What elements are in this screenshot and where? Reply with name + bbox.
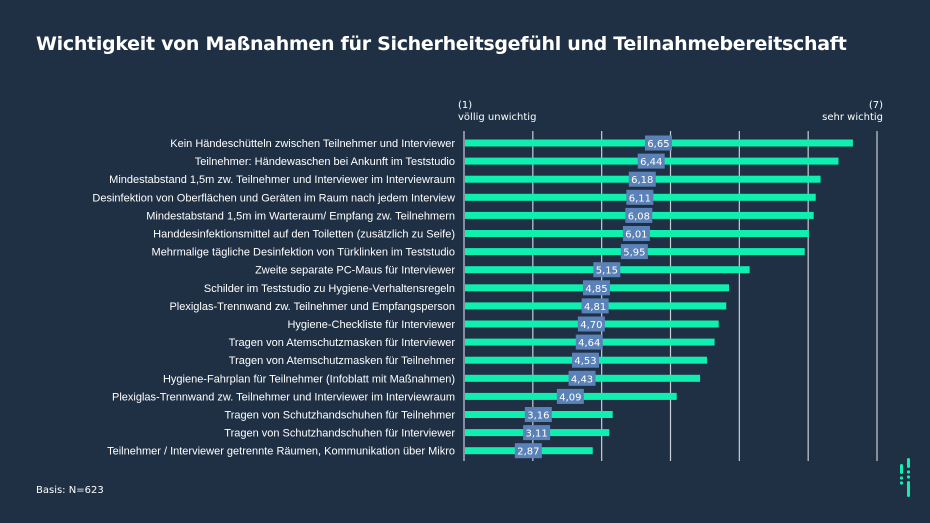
sample-base-note: Basis: N=623 — [36, 485, 104, 496]
value-label: 4,64 — [578, 338, 600, 349]
value-label: 5,15 — [596, 266, 618, 277]
value-label: 4,09 — [559, 392, 581, 403]
value-label: 3,16 — [527, 411, 549, 422]
value-label: 6,44 — [640, 157, 662, 168]
scale-max-label: (7) sehr wichtig — [822, 100, 883, 124]
value-label: 4,85 — [585, 284, 607, 295]
value-label-box — [577, 316, 605, 332]
value-label-box — [523, 425, 551, 441]
category-label: Handdesinfektionsmittel auf den Toilette… — [153, 229, 455, 241]
value-label: 4,70 — [580, 320, 602, 331]
value-label-box — [625, 207, 653, 223]
value-label-box — [524, 407, 552, 422]
value-label-box — [626, 189, 654, 205]
value-label: 4,81 — [584, 302, 606, 313]
value-label-box — [581, 298, 609, 314]
category-label: Schilder im Teststudio zu Hygiene-Verhal… — [204, 283, 455, 295]
value-label: 3,11 — [525, 429, 547, 440]
chart-title: Wichtigkeit von Maßnahmen für Sicherheit… — [36, 33, 847, 55]
category-label: Tragen von Atemschutzmasken für Intervie… — [229, 337, 456, 349]
scale-max-code: (7) — [868, 100, 883, 111]
bars — [465, 139, 853, 455]
gridlines — [463, 131, 878, 461]
value-label-box — [575, 334, 603, 350]
value-label: 2,87 — [517, 447, 539, 458]
scale-min-text: völlig unwichtig — [458, 112, 537, 123]
category-label: Desinfektion von Oberflächen und Geräten… — [92, 192, 455, 204]
value-label-box — [568, 370, 596, 386]
value-label-box — [514, 443, 542, 459]
value-label-box — [583, 280, 611, 296]
category-label: Tragen von Schutzhandschuhen für Intervi… — [224, 428, 455, 440]
category-label: Mindestabstand 1,5m im Warteraum/ Empfan… — [146, 210, 455, 222]
category-label: Zweite separate PC-Maus für Interviewer — [255, 265, 455, 277]
category-label: Plexiglas-Trennwand zw. Teilnehmer und E… — [169, 301, 455, 313]
value-label-box — [556, 388, 584, 404]
value-label-box — [571, 352, 599, 368]
value-label: 6,65 — [647, 139, 669, 150]
category-labels: Kein Händeschütteln zwischen Teilnehmer … — [92, 138, 455, 458]
value-label: 4,43 — [571, 374, 593, 385]
category-label: Teilnehmer: Händewaschen bei Ankunft im … — [195, 156, 455, 168]
category-label: Mehrmalige tägliche Desinfektion von Tür… — [152, 247, 455, 259]
value-label-box — [620, 244, 648, 260]
category-label: Hygiene-Checkliste für Interviewer — [287, 319, 455, 331]
category-label: Kein Händeschütteln zwischen Teilnehmer … — [170, 138, 455, 150]
value-label: 6,01 — [625, 230, 647, 241]
value-label: 6,11 — [629, 193, 651, 204]
category-label: Tragen von Atemschutzmasken für Teilnehm… — [229, 355, 456, 367]
category-label: Tragen von Schutzhandschuhen für Teilneh… — [224, 410, 455, 422]
value-labels: 6,65 6,44 6,18 6,11 6,08 6,01 5,95 5,15 4,85 4,81… — [514, 135, 672, 459]
scale-min-code: (1) — [458, 100, 473, 111]
value-label: 5,95 — [623, 248, 645, 259]
value-label: 6,18 — [631, 175, 653, 186]
value-label-box — [637, 153, 665, 169]
scale-max-text: sehr wichtig — [822, 112, 883, 123]
brand-logo-icon — [899, 458, 911, 497]
category-label: Plexiglas-Trennwand zw. Teilnehmer und I… — [112, 391, 455, 403]
value-label-box — [622, 226, 650, 241]
scale-min-label: (1) völlig unwichtig — [458, 100, 536, 124]
value-label-box — [644, 135, 672, 151]
value-label-box — [628, 171, 656, 187]
value-label: 4,53 — [574, 356, 596, 367]
value-label-box — [593, 262, 621, 278]
category-label: Hygiene-Fahrplan für Teilnehmer (Infobla… — [163, 373, 455, 385]
category-label: Teilnehmer / Interviewer getrennte Räume… — [107, 446, 455, 458]
category-label: Mindestabstand 1,5m zw. Teilnehmer und I… — [109, 174, 455, 186]
value-label: 6,08 — [628, 211, 650, 222]
